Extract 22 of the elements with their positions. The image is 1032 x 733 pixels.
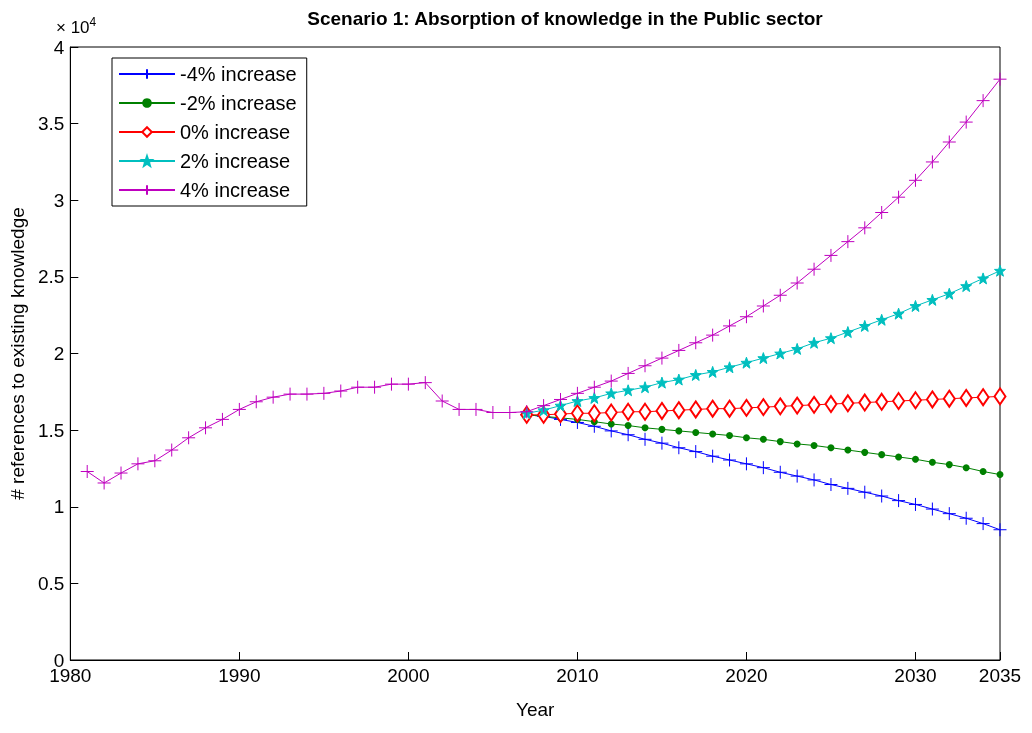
legend-label: 0% increase: [180, 121, 291, 143]
y-tick-label: 3.5: [37, 113, 65, 135]
y-tick-label: 1: [53, 496, 65, 518]
x-tick-label: 2020: [725, 665, 768, 686]
legend-label: -2% increase: [180, 92, 297, 114]
x-tick-label: 2035: [978, 665, 1022, 686]
y-tick-label: 1.5: [37, 419, 65, 441]
legend-label: 2% increase: [180, 150, 291, 172]
x-tick-label: 1990: [218, 665, 261, 686]
x-tick-label: 2000: [387, 665, 430, 686]
y-tick-label: 0.5: [37, 572, 65, 594]
legend-label: -4% increase: [180, 63, 297, 85]
x-tick-label: 2010: [556, 665, 599, 686]
y-tick-label: 4: [53, 36, 65, 58]
legend-label: 4% increase: [180, 179, 291, 201]
y-tick-label: 2.5: [37, 266, 65, 288]
x-axis-title: Year: [515, 699, 556, 720]
y-tick-label: 3: [53, 189, 65, 211]
y-tick-label: 2: [53, 343, 65, 364]
y-axis-title: # references to existing knowledge: [7, 207, 28, 500]
chart-title: Scenario 1: Absorption of knowledge in the Public sector: [307, 8, 824, 29]
x-tick-label: 2030: [894, 665, 937, 686]
